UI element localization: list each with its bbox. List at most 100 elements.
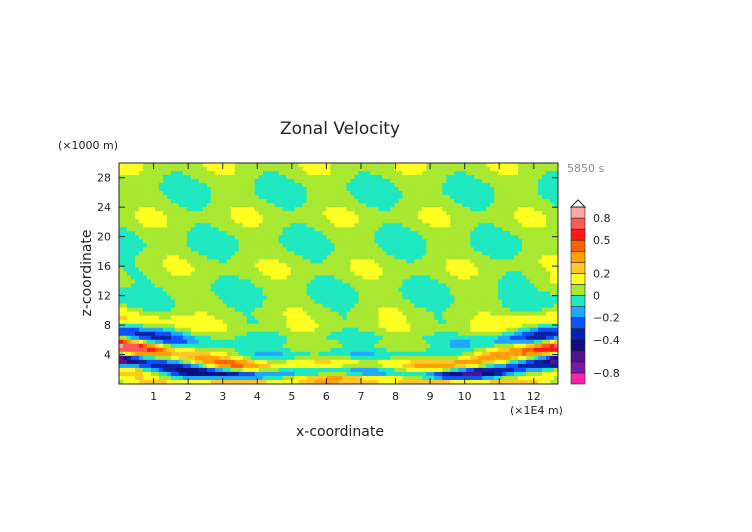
heatmap-cell [446,299,451,305]
heatmap-cell [354,175,359,180]
heatmap-cell [374,303,379,309]
heatmap-cell [130,299,136,305]
heatmap-cell [298,255,303,260]
heatmap-cell [370,179,375,184]
heatmap-cell [466,307,471,313]
heatmap-cell [334,291,339,296]
heatmap-cell [206,223,212,228]
heatmap-cell [198,227,204,232]
heatmap-cell [534,191,539,196]
heatmap-cell [150,211,156,216]
heatmap-cell [498,219,503,224]
heatmap-cell [350,179,355,184]
heatmap-cell [214,307,220,313]
heatmap-cell [214,215,220,220]
heatmap-cell [370,227,375,232]
heatmap-cell [166,271,172,276]
heatmap-cell [226,271,232,276]
heatmap-cell [522,247,527,252]
heatmap-cell [490,211,495,216]
heatmap-cell [330,219,335,224]
heatmap-cell [462,179,467,184]
heatmap-cell [514,227,519,232]
heatmap-cell [314,291,319,296]
heatmap-cell [134,239,140,244]
heatmap-cell [314,207,319,212]
heatmap-cell [270,187,276,192]
heatmap-cell [370,167,375,172]
heatmap-cell [418,239,423,244]
heatmap-cell [166,275,172,280]
heatmap-cell [518,271,523,276]
heatmap-cell [410,167,415,172]
heatmap-cell [198,299,204,305]
heatmap-cell [166,279,172,284]
heatmap-cell [482,279,487,284]
heatmap-cell [474,251,479,256]
heatmap-cell [546,299,551,305]
heatmap-cell [458,251,463,256]
heatmap-cell [334,219,339,224]
heatmap-cell [218,343,224,349]
heatmap-cell [430,339,435,345]
heatmap-cell [254,331,260,337]
heatmap-cell [526,175,531,180]
heatmap-cell [282,275,288,280]
heatmap-cell [330,203,335,208]
heatmap-cell [158,263,164,268]
heatmap-cell [378,323,383,329]
heatmap-cell [170,259,176,264]
heatmap-cell [290,279,295,284]
heatmap-cell [238,319,244,325]
heatmap-cell [210,299,216,305]
heatmap-cell [190,323,196,329]
heatmap-cell [446,235,451,240]
heatmap-cell [450,175,455,180]
heatmap-cell [286,307,292,313]
heatmap-cell [514,307,519,313]
heatmap-cell [418,163,423,168]
heatmap-cell [186,179,192,184]
heatmap-cell [338,331,343,337]
heatmap-cell [174,339,180,345]
heatmap-cell [378,239,383,244]
heatmap-cell [250,239,256,244]
heatmap-cell [290,207,295,212]
heatmap-cell [126,335,132,341]
heatmap-cell [462,283,467,288]
heatmap-cell [178,175,184,180]
heatmap-cell [210,327,216,333]
heatmap-cell [362,335,367,341]
heatmap-cell [418,307,423,313]
heatmap-cell [450,295,455,301]
heatmap-cell [550,335,555,341]
heatmap-cell [530,303,535,309]
heatmap-cell [510,331,515,337]
heatmap-cell [374,199,379,204]
heatmap-cell [430,283,435,288]
heatmap-cell [474,267,479,272]
heatmap-cell [546,287,551,292]
heatmap-cell [378,183,383,188]
heatmap-cell [278,167,284,172]
heatmap-cell [119,163,124,168]
heatmap-cell [454,263,459,268]
heatmap-cell [550,223,555,228]
heatmap-cell [146,279,152,284]
heatmap-cell [350,323,355,329]
heatmap-cell [498,263,503,268]
heatmap-cell [458,283,463,288]
heatmap-cell [406,315,411,321]
heatmap-cell [554,295,559,301]
heatmap-cell [486,239,491,244]
heatmap-cell [546,307,551,313]
heatmap-cell [278,171,284,176]
heatmap-cell [138,343,144,349]
heatmap-cell [270,315,276,321]
heatmap-cell [458,299,463,305]
heatmap-cell [546,243,551,248]
heatmap-cell [258,243,264,248]
heatmap-cell [126,215,132,220]
heatmap-cell [390,251,395,256]
heatmap-cell [158,303,164,309]
